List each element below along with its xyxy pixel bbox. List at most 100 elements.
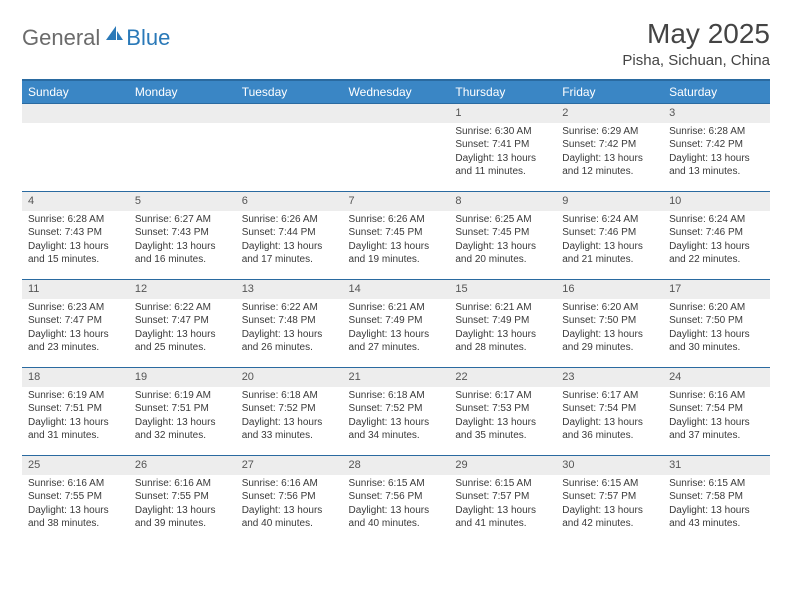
daylight-line2: and 12 minutes. [562, 165, 657, 179]
calendar-day-cell: 22Sunrise: 6:17 AMSunset: 7:53 PMDayligh… [449, 368, 556, 456]
day-number: 25 [22, 456, 129, 475]
sunrise-text: Sunrise: 6:21 AM [455, 301, 550, 315]
weekday-header-row: Sunday Monday Tuesday Wednesday Thursday… [22, 80, 770, 104]
sunrise-text: Sunrise: 6:17 AM [455, 389, 550, 403]
sunrise-text: Sunrise: 6:15 AM [455, 477, 550, 491]
sunrise-text: Sunrise: 6:16 AM [135, 477, 230, 491]
daylight-line2: and 37 minutes. [669, 429, 764, 443]
calendar-day-cell: 29Sunrise: 6:15 AMSunset: 7:57 PMDayligh… [449, 456, 556, 544]
day-body: Sunrise: 6:16 AMSunset: 7:55 PMDaylight:… [129, 475, 236, 535]
day-body: Sunrise: 6:17 AMSunset: 7:54 PMDaylight:… [556, 387, 663, 447]
day-body: Sunrise: 6:28 AMSunset: 7:42 PMDaylight:… [663, 123, 770, 183]
day-number: 31 [663, 456, 770, 475]
daylight-line1: Daylight: 13 hours [562, 240, 657, 254]
calendar-day-cell: 30Sunrise: 6:15 AMSunset: 7:57 PMDayligh… [556, 456, 663, 544]
calendar-day-cell: 7Sunrise: 6:26 AMSunset: 7:45 PMDaylight… [343, 192, 450, 280]
location: Pisha, Sichuan, China [622, 52, 770, 69]
daylight-line2: and 34 minutes. [349, 429, 444, 443]
day-number: 1 [449, 104, 556, 123]
daylight-line1: Daylight: 13 hours [242, 240, 337, 254]
daylight-line1: Daylight: 13 hours [455, 328, 550, 342]
sunrise-text: Sunrise: 6:26 AM [242, 213, 337, 227]
sunset-text: Sunset: 7:49 PM [349, 314, 444, 328]
day-body: Sunrise: 6:21 AMSunset: 7:49 PMDaylight:… [343, 299, 450, 359]
calendar-day-cell: 14Sunrise: 6:21 AMSunset: 7:49 PMDayligh… [343, 280, 450, 368]
day-body: Sunrise: 6:15 AMSunset: 7:58 PMDaylight:… [663, 475, 770, 535]
daylight-line2: and 38 minutes. [28, 517, 123, 531]
sunrise-text: Sunrise: 6:15 AM [669, 477, 764, 491]
sunset-text: Sunset: 7:55 PM [28, 490, 123, 504]
daylight-line1: Daylight: 13 hours [135, 240, 230, 254]
daylight-line2: and 29 minutes. [562, 341, 657, 355]
sunrise-text: Sunrise: 6:19 AM [135, 389, 230, 403]
sunset-text: Sunset: 7:58 PM [669, 490, 764, 504]
day-body: Sunrise: 6:30 AMSunset: 7:41 PMDaylight:… [449, 123, 556, 183]
calendar-day-cell: 26Sunrise: 6:16 AMSunset: 7:55 PMDayligh… [129, 456, 236, 544]
day-body: Sunrise: 6:21 AMSunset: 7:49 PMDaylight:… [449, 299, 556, 359]
day-body: Sunrise: 6:18 AMSunset: 7:52 PMDaylight:… [236, 387, 343, 447]
sunset-text: Sunset: 7:47 PM [135, 314, 230, 328]
sunrise-text: Sunrise: 6:28 AM [28, 213, 123, 227]
day-number: 8 [449, 192, 556, 211]
sunrise-text: Sunrise: 6:21 AM [349, 301, 444, 315]
sunrise-text: Sunrise: 6:22 AM [135, 301, 230, 315]
sunrise-text: Sunrise: 6:26 AM [349, 213, 444, 227]
day-body: Sunrise: 6:15 AMSunset: 7:56 PMDaylight:… [343, 475, 450, 535]
calendar-day-cell: 4Sunrise: 6:28 AMSunset: 7:43 PMDaylight… [22, 192, 129, 280]
day-number-strip [129, 104, 236, 123]
calendar-week-row: 18Sunrise: 6:19 AMSunset: 7:51 PMDayligh… [22, 368, 770, 456]
daylight-line1: Daylight: 13 hours [349, 504, 444, 518]
daylight-line2: and 13 minutes. [669, 165, 764, 179]
daylight-line2: and 28 minutes. [455, 341, 550, 355]
day-body: Sunrise: 6:20 AMSunset: 7:50 PMDaylight:… [663, 299, 770, 359]
daylight-line2: and 21 minutes. [562, 253, 657, 267]
day-body: Sunrise: 6:17 AMSunset: 7:53 PMDaylight:… [449, 387, 556, 447]
daylight-line1: Daylight: 13 hours [28, 504, 123, 518]
day-number: 26 [129, 456, 236, 475]
calendar-day-cell: 15Sunrise: 6:21 AMSunset: 7:49 PMDayligh… [449, 280, 556, 368]
sunset-text: Sunset: 7:52 PM [242, 402, 337, 416]
sunset-text: Sunset: 7:44 PM [242, 226, 337, 240]
calendar-day-cell: 3Sunrise: 6:28 AMSunset: 7:42 PMDaylight… [663, 104, 770, 192]
calendar-day-cell [22, 104, 129, 192]
day-body: Sunrise: 6:25 AMSunset: 7:45 PMDaylight:… [449, 211, 556, 271]
sunset-text: Sunset: 7:50 PM [669, 314, 764, 328]
daylight-line2: and 25 minutes. [135, 341, 230, 355]
day-number: 13 [236, 280, 343, 299]
sunrise-text: Sunrise: 6:24 AM [669, 213, 764, 227]
daylight-line1: Daylight: 13 hours [242, 416, 337, 430]
daylight-line2: and 40 minutes. [349, 517, 444, 531]
daylight-line2: and 31 minutes. [28, 429, 123, 443]
weekday-header: Sunday [22, 80, 129, 104]
calendar-day-cell: 21Sunrise: 6:18 AMSunset: 7:52 PMDayligh… [343, 368, 450, 456]
logo: General Blue [22, 24, 170, 51]
calendar-day-cell: 12Sunrise: 6:22 AMSunset: 7:47 PMDayligh… [129, 280, 236, 368]
sunset-text: Sunset: 7:50 PM [562, 314, 657, 328]
weekday-header: Saturday [663, 80, 770, 104]
day-number: 12 [129, 280, 236, 299]
logo-text-blue: Blue [126, 25, 170, 51]
day-number: 30 [556, 456, 663, 475]
sunset-text: Sunset: 7:51 PM [135, 402, 230, 416]
sunset-text: Sunset: 7:54 PM [562, 402, 657, 416]
calendar-day-cell: 11Sunrise: 6:23 AMSunset: 7:47 PMDayligh… [22, 280, 129, 368]
day-body: Sunrise: 6:22 AMSunset: 7:47 PMDaylight:… [129, 299, 236, 359]
calendar-day-cell [129, 104, 236, 192]
sunset-text: Sunset: 7:45 PM [349, 226, 444, 240]
day-body: Sunrise: 6:24 AMSunset: 7:46 PMDaylight:… [556, 211, 663, 271]
day-body: Sunrise: 6:27 AMSunset: 7:43 PMDaylight:… [129, 211, 236, 271]
sunrise-text: Sunrise: 6:28 AM [669, 125, 764, 139]
daylight-line2: and 20 minutes. [455, 253, 550, 267]
sunrise-text: Sunrise: 6:22 AM [242, 301, 337, 315]
calendar-day-cell [343, 104, 450, 192]
calendar-day-cell: 28Sunrise: 6:15 AMSunset: 7:56 PMDayligh… [343, 456, 450, 544]
day-number: 2 [556, 104, 663, 123]
day-number: 24 [663, 368, 770, 387]
day-number: 6 [236, 192, 343, 211]
calendar-week-row: 25Sunrise: 6:16 AMSunset: 7:55 PMDayligh… [22, 456, 770, 544]
header: General Blue May 2025 Pisha, Sichuan, Ch… [22, 18, 770, 69]
day-number-strip [22, 104, 129, 123]
day-number: 17 [663, 280, 770, 299]
weekday-header: Thursday [449, 80, 556, 104]
sunrise-text: Sunrise: 6:30 AM [455, 125, 550, 139]
